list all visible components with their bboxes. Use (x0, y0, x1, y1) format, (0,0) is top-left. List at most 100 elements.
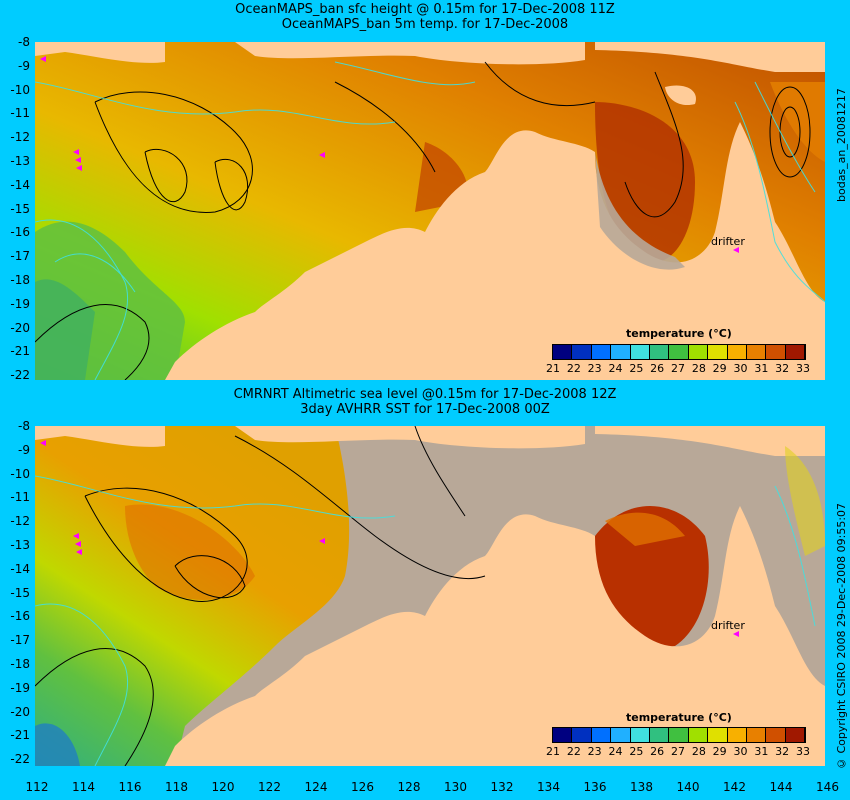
top-colorbar-label: 23 (587, 362, 602, 375)
top-y-tick: -22 (10, 368, 30, 383)
bottom-colorbar-label: 23 (587, 745, 602, 758)
bottom-colorbar-label: 27 (671, 745, 685, 758)
bottom-y-tick: -19 (10, 680, 30, 695)
top-colorbar-swatch (727, 345, 747, 359)
top-colorbar-label: 28 (691, 362, 706, 375)
bottom-colorbar-swatch (727, 728, 747, 742)
bottom-side-label: © Copyright CSIRO 2008 29-Dec-2008 09:55… (835, 502, 848, 770)
bottom-colorbar-label: 33 (796, 745, 810, 758)
bottom-colorbar-swatch (553, 728, 573, 742)
x-tick: 114 (72, 780, 95, 794)
bottom-title-line2: 3day AVHRR SST for 17-Dec-2008 00Z (300, 402, 550, 417)
top-y-tick: -17 (10, 249, 30, 264)
x-tick: 126 (351, 780, 374, 794)
top-y-tick: -19 (10, 296, 30, 311)
bottom-colorbar-title: temperature (°C) (626, 711, 732, 724)
bottom-colorbar-label: 29 (712, 745, 727, 758)
top-y-tick: -13 (10, 154, 30, 168)
drifter-markers-bottom (40, 440, 739, 637)
top-y-tick: -10 (10, 82, 30, 97)
bottom-colorbar-swatch (766, 728, 786, 742)
top-y-tick: -9 (18, 58, 30, 73)
top-colorbar-swatch (766, 345, 786, 359)
top-y-tick: -14 (10, 177, 30, 192)
bottom-colorbar-label: 30 (733, 745, 748, 758)
land-australia (165, 122, 825, 380)
top-map (35, 42, 825, 380)
x-tick: 130 (444, 780, 467, 794)
top-colorbar-title: temperature (°C) (626, 327, 732, 340)
bottom-colorbar-label: 31 (754, 745, 769, 758)
bottom-title-line1: CMRNRT Altimetric sea level @0.15m for 1… (233, 387, 617, 402)
top-colorbar-swatch (785, 345, 806, 359)
x-tick: 120 (211, 780, 235, 794)
top-colorbar-swatch (649, 345, 670, 359)
x-tick: 142 (723, 780, 746, 794)
top-title-line2: OceanMAPS_ban 5m temp. for 17-Dec-2008 (281, 17, 569, 32)
top-colorbar-label: 26 (650, 362, 665, 375)
top-colorbar-swatch (708, 345, 728, 359)
bottom-y-tick: -12 (10, 514, 30, 529)
bottom-colorbar-label: 22 (566, 745, 581, 758)
top-colorbar-label: 30 (733, 362, 748, 375)
bottom-colorbar-label: 28 (691, 745, 706, 758)
top-colorbar-swatch (553, 345, 573, 359)
top-colorbar-swatch (688, 345, 709, 359)
x-tick: 132 (490, 780, 514, 794)
drifter-markers (40, 56, 739, 253)
bottom-map (35, 426, 825, 766)
top-colorbar-label: 33 (796, 362, 810, 375)
bottom-y-tick: -20 (10, 704, 30, 719)
top-colorbar-label: 21 (546, 362, 560, 375)
x-tick: 128 (397, 780, 421, 794)
top-colorbar-swatch (591, 345, 612, 359)
x-tick: 112 (25, 780, 49, 794)
top-colorbar-swatch (572, 345, 592, 359)
x-tick: 138 (630, 780, 653, 794)
top-colorbar-label: 24 (608, 362, 623, 375)
top-y-tick: -15 (10, 201, 30, 216)
top-y-tick: -12 (10, 130, 30, 145)
bottom-y-tick: -17 (10, 633, 30, 648)
cyan-contours (35, 61, 825, 380)
x-tick: 146 (816, 780, 839, 794)
top-colorbar (552, 344, 806, 360)
bottom-y-tick: -21 (10, 728, 30, 743)
top-side-label: bodas_an_20081217 (835, 88, 848, 202)
bottom-y-tick: -18 (10, 657, 30, 671)
bottom-colorbar-label: 25 (629, 745, 644, 758)
bottom-colorbar-label: 24 (608, 745, 623, 758)
height-contours (35, 61, 811, 380)
bottom-colorbar-label: 21 (546, 745, 560, 758)
bottom-colorbar-swatch (649, 728, 670, 742)
bottom-drifter-label: drifter (711, 619, 745, 632)
x-tick: 144 (769, 780, 793, 794)
x-tick: 122 (258, 780, 281, 794)
top-colorbar-label: 31 (754, 362, 769, 375)
bottom-colorbar-swatch (591, 728, 612, 742)
top-title-line1: OceanMAPS_ban sfc height @ 0.15m for 17-… (235, 2, 615, 17)
top-y-tick: -11 (10, 106, 30, 121)
top-map-svg (35, 42, 825, 380)
land-australia-bottom (165, 506, 825, 766)
top-y-tick: -20 (10, 320, 30, 335)
x-tick: 124 (304, 780, 328, 794)
bottom-y-tick: -13 (10, 538, 30, 552)
bottom-colorbar-swatch (708, 728, 728, 742)
bottom-colorbar-swatch (785, 728, 806, 742)
bottom-colorbar-swatch (630, 728, 650, 742)
bottom-y-tick: -11 (10, 490, 30, 505)
x-tick: 118 (165, 780, 188, 794)
x-tick: 140 (676, 780, 700, 794)
x-tick: 136 (583, 780, 607, 794)
top-colorbar-label: 32 (775, 362, 790, 375)
top-drifter-label: drifter (711, 235, 745, 248)
bottom-colorbar (552, 727, 806, 743)
top-colorbar-swatch (611, 345, 631, 359)
land-islands (35, 42, 165, 63)
top-y-tick: -21 (10, 344, 30, 359)
bottom-y-tick: -10 (10, 466, 30, 481)
top-colorbar-swatch (746, 345, 767, 359)
bottom-colorbar-swatch (688, 728, 709, 742)
x-tick: 134 (537, 780, 560, 794)
